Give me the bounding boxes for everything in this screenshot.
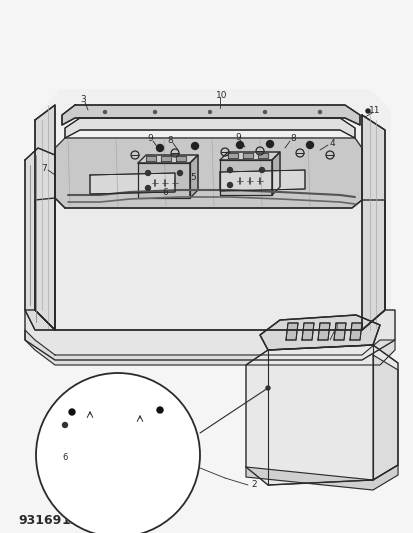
Text: 6: 6 xyxy=(162,188,167,197)
Polygon shape xyxy=(130,468,142,488)
Text: 7: 7 xyxy=(41,164,47,173)
Circle shape xyxy=(156,144,163,151)
Text: 6: 6 xyxy=(62,454,67,463)
Polygon shape xyxy=(35,198,384,330)
Text: 11: 11 xyxy=(368,106,380,115)
Polygon shape xyxy=(176,156,185,161)
Polygon shape xyxy=(259,315,379,350)
Polygon shape xyxy=(317,323,329,340)
Polygon shape xyxy=(146,156,156,161)
Polygon shape xyxy=(58,438,185,470)
Polygon shape xyxy=(55,138,361,208)
Polygon shape xyxy=(65,435,170,443)
Polygon shape xyxy=(75,457,158,478)
Text: 8: 8 xyxy=(167,135,173,144)
Polygon shape xyxy=(219,152,279,160)
Polygon shape xyxy=(138,163,190,198)
Circle shape xyxy=(191,142,198,149)
Polygon shape xyxy=(65,423,170,431)
Text: 1: 1 xyxy=(333,322,339,332)
Circle shape xyxy=(227,167,232,173)
Text: 10: 10 xyxy=(216,91,227,100)
Polygon shape xyxy=(285,323,297,340)
Circle shape xyxy=(36,373,199,533)
Circle shape xyxy=(208,110,211,114)
Polygon shape xyxy=(361,115,384,330)
Polygon shape xyxy=(161,156,171,161)
Polygon shape xyxy=(38,90,389,340)
Polygon shape xyxy=(90,173,175,194)
Text: 93169: 93169 xyxy=(18,513,61,527)
Circle shape xyxy=(365,109,369,113)
Polygon shape xyxy=(50,422,78,460)
Polygon shape xyxy=(25,310,394,360)
Polygon shape xyxy=(138,155,197,163)
Circle shape xyxy=(227,182,232,188)
Text: 9: 9 xyxy=(235,133,240,141)
Circle shape xyxy=(103,110,106,114)
Polygon shape xyxy=(55,138,361,208)
Polygon shape xyxy=(333,323,345,340)
Text: 13100A: 13100A xyxy=(62,513,115,527)
Polygon shape xyxy=(110,470,122,488)
Circle shape xyxy=(306,141,313,149)
Polygon shape xyxy=(219,170,304,191)
Circle shape xyxy=(177,171,182,175)
Polygon shape xyxy=(245,465,397,490)
Polygon shape xyxy=(35,105,55,330)
Circle shape xyxy=(157,407,163,413)
Polygon shape xyxy=(219,160,271,195)
Polygon shape xyxy=(25,148,55,330)
Polygon shape xyxy=(25,330,394,365)
Polygon shape xyxy=(349,323,361,340)
Circle shape xyxy=(263,110,266,114)
Polygon shape xyxy=(245,345,397,485)
Circle shape xyxy=(259,167,264,173)
Circle shape xyxy=(153,110,156,114)
Circle shape xyxy=(62,423,67,427)
Circle shape xyxy=(318,110,321,114)
Polygon shape xyxy=(257,153,267,158)
Polygon shape xyxy=(65,417,170,425)
Polygon shape xyxy=(242,153,252,158)
Text: 3: 3 xyxy=(80,94,85,103)
Polygon shape xyxy=(372,355,397,480)
Polygon shape xyxy=(65,118,354,138)
Circle shape xyxy=(69,409,75,415)
Circle shape xyxy=(266,141,273,148)
Polygon shape xyxy=(271,152,279,195)
Polygon shape xyxy=(301,323,313,340)
Text: 8: 8 xyxy=(290,133,295,142)
Text: 5: 5 xyxy=(190,173,195,182)
Polygon shape xyxy=(62,105,359,125)
Text: 9: 9 xyxy=(147,133,152,142)
Polygon shape xyxy=(190,155,197,198)
Polygon shape xyxy=(58,403,182,440)
Circle shape xyxy=(236,141,243,149)
Polygon shape xyxy=(228,153,237,158)
Text: 4: 4 xyxy=(328,139,334,148)
Circle shape xyxy=(145,185,150,190)
Polygon shape xyxy=(65,429,170,437)
Text: 2: 2 xyxy=(251,481,256,489)
Circle shape xyxy=(145,171,150,175)
Circle shape xyxy=(266,386,269,390)
